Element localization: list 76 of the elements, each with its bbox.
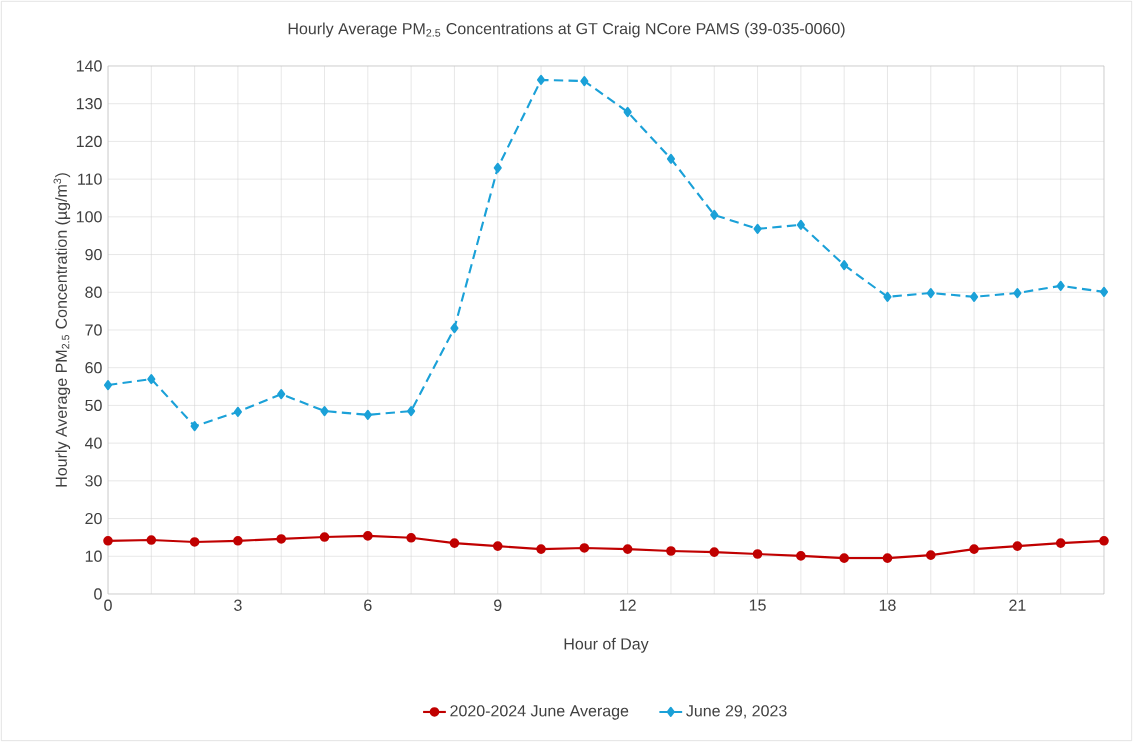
point <box>796 219 805 230</box>
point <box>666 153 676 164</box>
x-axis-title: Hour of Day <box>564 637 649 653</box>
x-tick-label: 3 <box>234 599 242 611</box>
point <box>666 546 676 556</box>
point <box>493 162 502 173</box>
y-tick-label: 100 <box>76 211 102 223</box>
x-tick-label: 15 <box>749 599 766 611</box>
x-tick-label: 12 <box>619 599 636 611</box>
point <box>319 532 330 542</box>
point <box>189 537 200 547</box>
point <box>796 551 806 561</box>
y-tick-label: 60 <box>85 362 102 374</box>
x-tick-label: 6 <box>364 599 372 611</box>
y-tick-label: 0 <box>94 588 102 600</box>
y-tick-label: 130 <box>76 98 102 110</box>
point <box>103 379 113 391</box>
point <box>622 544 633 554</box>
point <box>449 538 460 548</box>
point <box>233 406 242 417</box>
point <box>492 541 503 551</box>
point <box>450 323 459 334</box>
point <box>1056 280 1065 291</box>
y-tick-label: 80 <box>85 286 102 298</box>
point <box>926 287 935 299</box>
legend-label: 2020-2024 June Average <box>450 705 629 720</box>
point <box>103 536 113 546</box>
point <box>580 76 589 87</box>
y-tick-label: 140 <box>76 60 102 72</box>
point <box>579 543 590 553</box>
y-tick-label: 120 <box>76 135 102 148</box>
point <box>407 406 416 417</box>
point <box>147 373 156 385</box>
point <box>883 291 892 302</box>
point <box>840 260 849 271</box>
point <box>969 544 979 554</box>
point <box>623 106 632 118</box>
y-tick-label: 90 <box>85 248 102 261</box>
y-tick-label: 40 <box>84 437 102 449</box>
point <box>146 535 157 545</box>
point <box>1055 538 1066 548</box>
point <box>882 553 893 563</box>
y-axis-title: Hourly Average PM$_{2.5}$ Concentration (µg/m$^{3}$) <box>53 173 71 487</box>
point <box>1099 536 1109 546</box>
y-tick-label: 50 <box>85 399 102 412</box>
point <box>320 406 329 417</box>
point <box>276 534 287 544</box>
chart-title: Hourly Average PM$_{2.5}$ Concentrations at GT Craig NCore PAMS (39-035-0060) <box>288 22 845 38</box>
point <box>233 536 243 546</box>
point <box>363 409 372 420</box>
point <box>753 223 762 234</box>
point <box>839 553 849 563</box>
point <box>363 531 373 541</box>
point <box>1099 286 1109 297</box>
y-tick-label: 20 <box>85 512 102 525</box>
x-tick-label: 0 <box>104 599 112 611</box>
x-tick-label: 9 <box>494 599 502 611</box>
point <box>970 291 979 302</box>
point <box>1013 287 1022 299</box>
point <box>406 532 416 543</box>
y-tick-label: 70 <box>85 324 102 336</box>
point <box>709 547 720 557</box>
y-tick-label: 10 <box>85 550 102 562</box>
point <box>925 550 936 560</box>
point <box>536 74 546 86</box>
y-tick-label: 30 <box>85 475 102 487</box>
x-tick-label: 21 <box>1009 599 1026 611</box>
legend-label: June 29, 2023 <box>686 705 787 719</box>
point <box>710 209 719 221</box>
x-tick-label: 18 <box>879 599 896 611</box>
point <box>277 389 286 400</box>
y-tick-label: 110 <box>78 173 102 185</box>
point <box>536 544 546 554</box>
point <box>190 421 199 432</box>
point <box>1012 541 1023 551</box>
point <box>752 549 763 559</box>
